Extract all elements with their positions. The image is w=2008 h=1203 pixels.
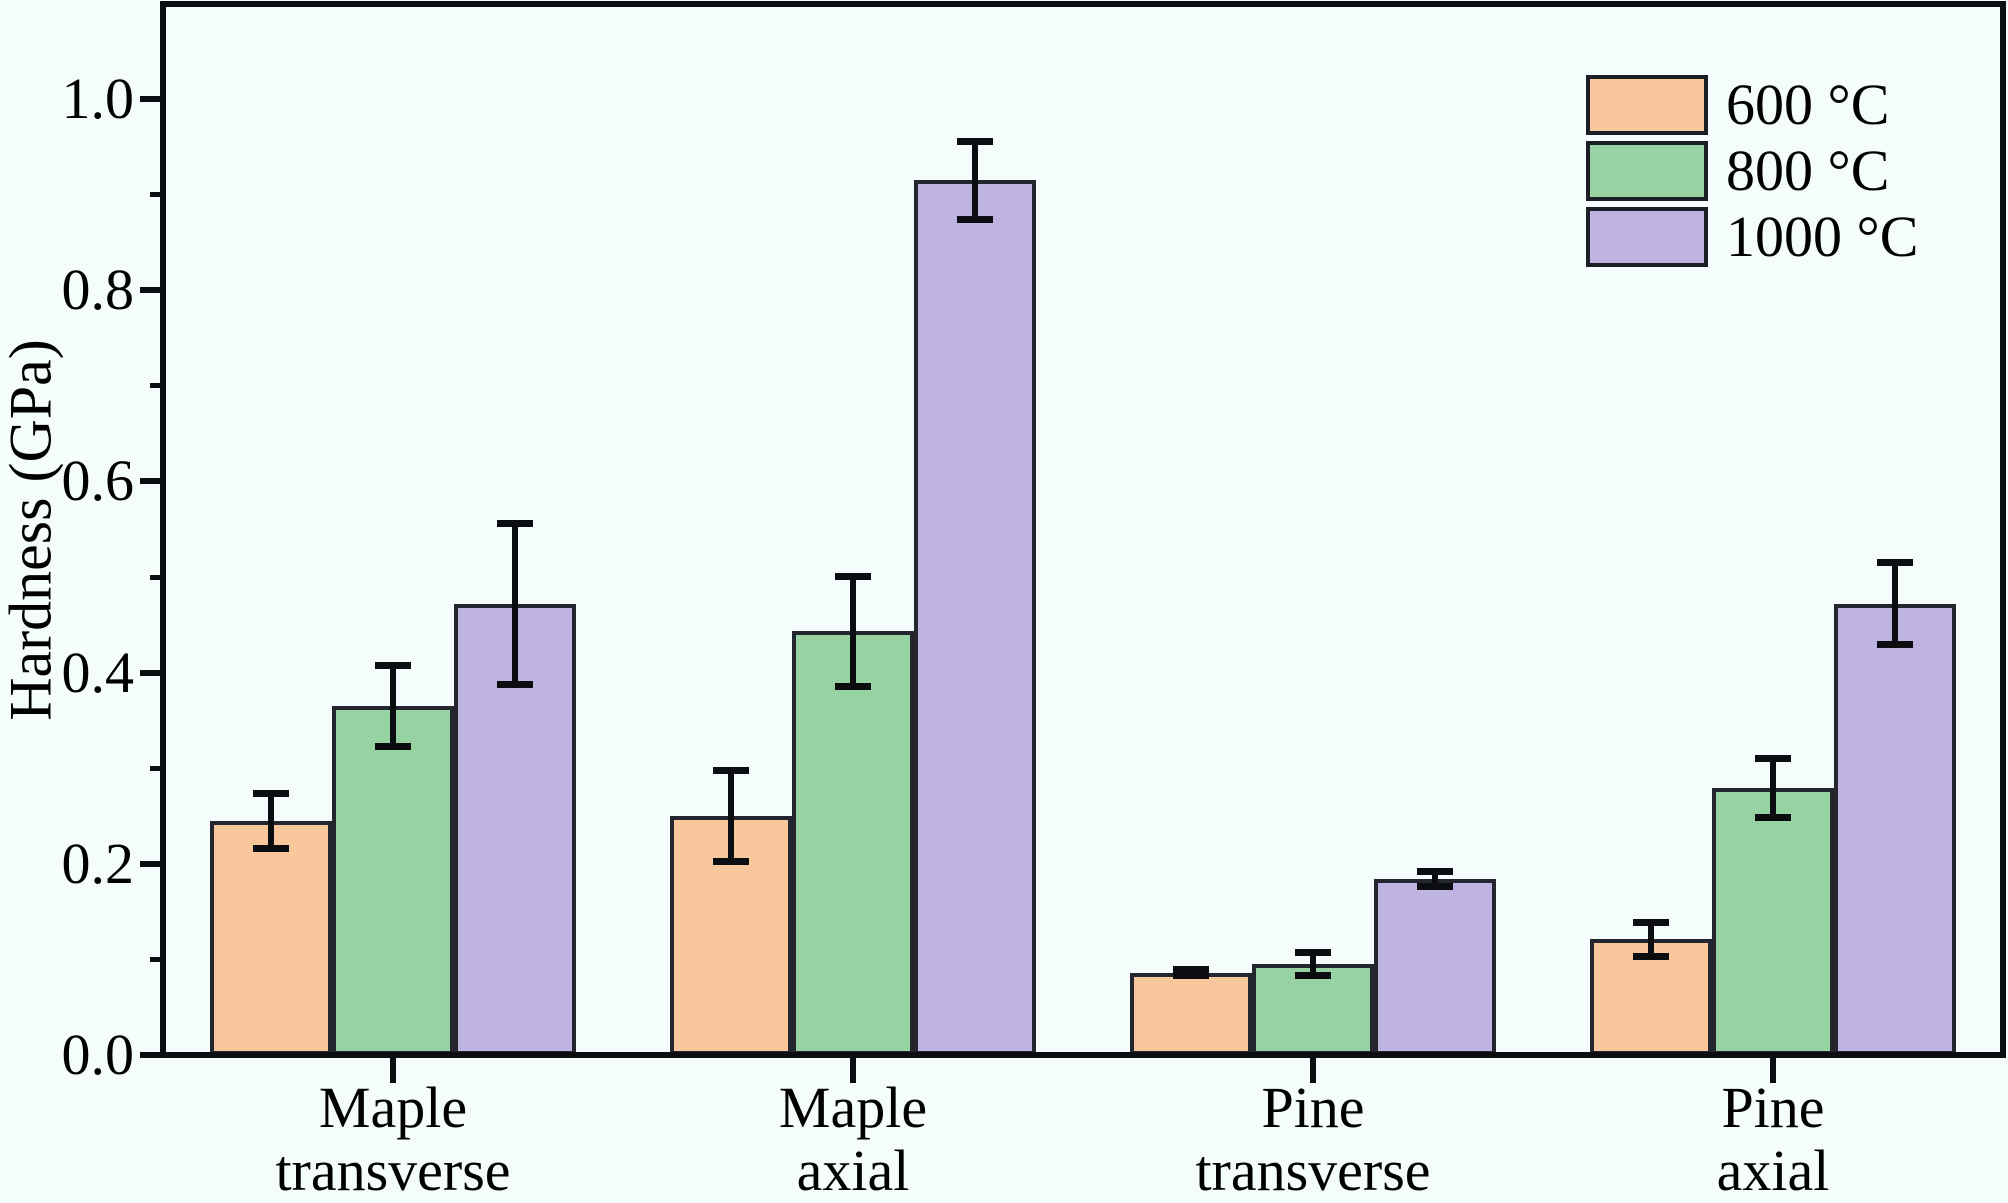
error-bar-cap-bottom [1755,814,1791,822]
y-tick-label: 0.4 [61,639,135,705]
error-bar-stem [1648,922,1654,957]
error-bar-cap-bottom [1877,641,1913,649]
y-minor-tick [150,574,163,580]
x-tick [850,1058,856,1083]
legend-item: 1000 °C [1586,207,1918,267]
bar-1000C-pine-transverse [1374,879,1496,1055]
error-bar-stem [850,576,856,687]
error-bar-stem [1432,871,1438,887]
x-category-label: Maple transverse [275,1075,511,1203]
error-bar-cap-top [1633,918,1669,926]
error-bar-cap-top [253,789,289,797]
error-bar-stem [1892,562,1898,645]
y-major-tick [140,1052,163,1058]
error-bar-stem [390,665,396,747]
y-tick-label: 1.0 [61,66,135,131]
legend-swatch [1586,207,1708,267]
legend-label: 600 °C [1726,72,1890,137]
x-category-label: Maple axial [778,1075,928,1203]
error-bar-cap-bottom [1417,883,1453,891]
error-bar-cap-top [1173,966,1209,974]
error-bar-cap-top [957,137,993,145]
legend-item: 800 °C [1586,141,1918,201]
bar-1000C-pine-axial [1834,603,1956,1055]
error-bar-stem [512,523,518,685]
error-bar-cap-bottom [1633,953,1669,961]
error-bar-cap-top [375,662,411,670]
x-tick [1310,1058,1316,1083]
legend: 600 °C 800 °C 1000 °C [1586,75,1918,273]
error-bar-stem [1770,758,1776,818]
legend-label: 1000 °C [1726,204,1919,269]
x-tick [1770,1058,1776,1083]
error-bar-stem [972,141,978,220]
error-bar-cap-bottom [253,845,289,852]
y-major-tick [140,96,163,102]
y-minor-tick [150,765,163,771]
error-bar-stem [1310,952,1316,976]
error-bar-cap-bottom [957,215,993,223]
error-bar-cap-bottom [497,680,533,688]
error-bar-cap-top [1295,949,1331,957]
y-tick-label: 0.8 [61,257,135,323]
y-major-tick [140,287,163,294]
y-tick-label: 0.6 [61,448,135,514]
y-tick-label: 0.2 [61,830,135,896]
error-bar-cap-bottom [835,683,871,691]
legend-swatch [1586,141,1708,201]
y-minor-tick [150,383,163,389]
error-bar-stem [728,770,734,862]
error-bar-cap-bottom [375,742,411,750]
error-bar-cap-bottom [1295,972,1331,980]
y-major-tick [140,478,163,485]
error-bar-cap-bottom [1173,972,1209,980]
error-bar-cap-top [1417,867,1453,875]
y-major-tick [140,669,163,676]
x-tick [390,1058,396,1083]
legend-label: 800 °C [1726,138,1890,203]
bar-1000C-maple-axial [914,180,1036,1055]
y-minor-tick [150,956,163,962]
y-minor-tick [150,192,163,198]
bar-800C-maple-axial [792,631,914,1055]
legend-item: 600 °C [1586,75,1918,135]
y-major-tick [140,860,163,867]
error-bar-cap-top [497,519,533,527]
error-bar-cap-top [1755,755,1791,763]
error-bar-cap-top [835,572,871,580]
error-bar-cap-top [713,766,749,774]
y-tick-label: 0.0 [61,1022,135,1087]
legend-swatch [1586,75,1708,135]
x-category-label: Pine transverse [1195,1075,1431,1203]
error-bar-cap-bottom [713,858,749,866]
x-category-label: Pine axial [1716,1075,1830,1203]
error-bar-stem [268,793,274,849]
error-bar-cap-top [1877,559,1913,567]
plot-border [160,1,2006,1058]
